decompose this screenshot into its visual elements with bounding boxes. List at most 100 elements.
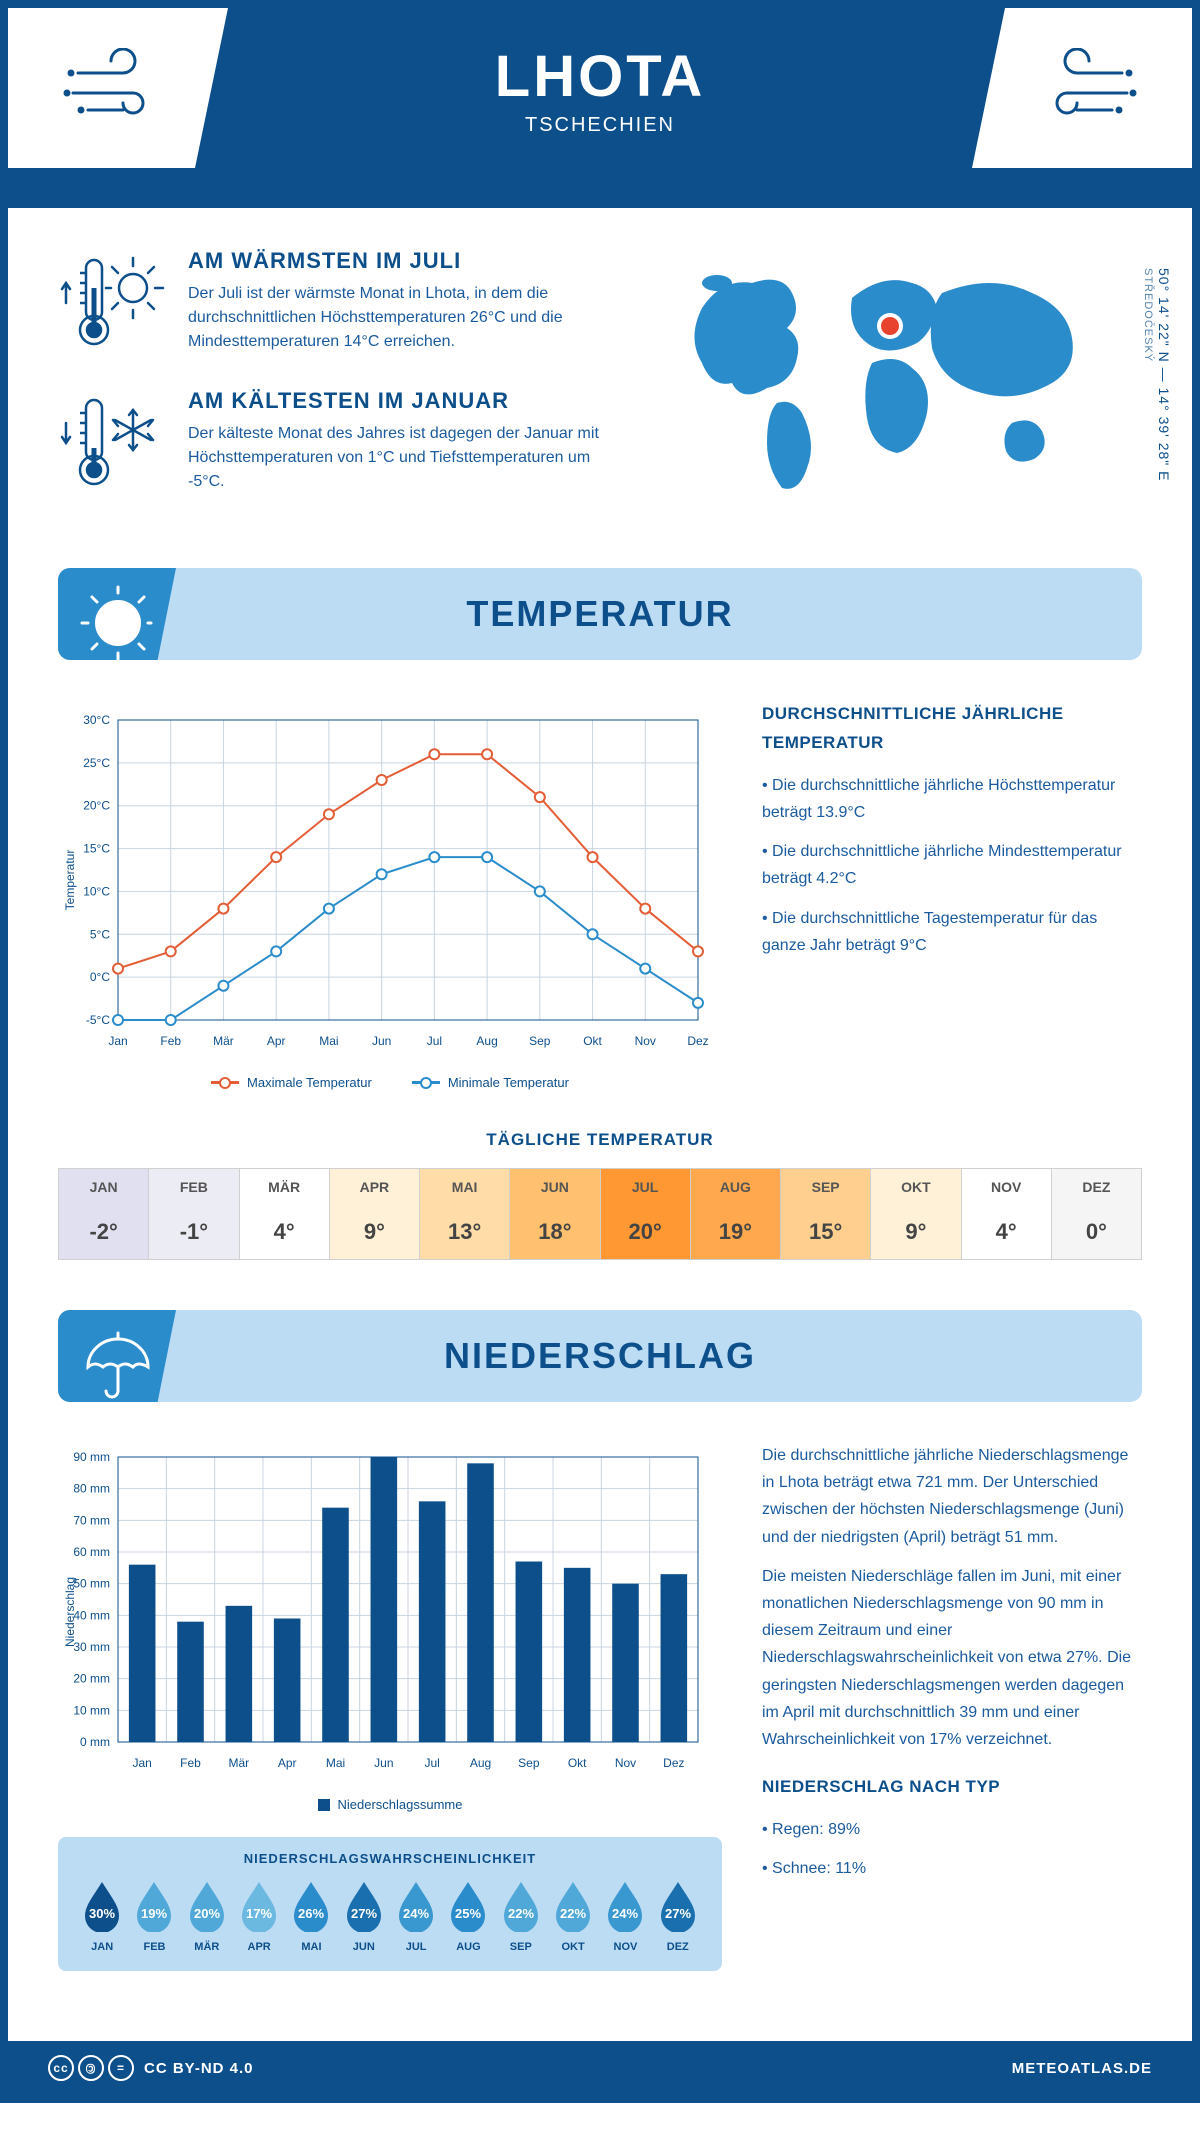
svg-text:Jun: Jun [372, 1034, 391, 1048]
precip-prob-drop: 17% APR [233, 1878, 285, 1953]
daily-temp-cell: JUL20° [601, 1169, 691, 1259]
daily-temp-cell: JUN18° [510, 1169, 600, 1259]
svg-text:24%: 24% [403, 1906, 429, 1921]
svg-text:26%: 26% [298, 1906, 324, 1921]
precipitation-summary: Die durchschnittliche jährliche Niedersc… [762, 1442, 1142, 1971]
svg-text:Sep: Sep [529, 1034, 551, 1048]
svg-text:24%: 24% [612, 1906, 638, 1921]
svg-text:Mai: Mai [319, 1034, 338, 1048]
precip-prob-drop: 19% FEB [128, 1878, 180, 1953]
svg-text:Sep: Sep [518, 1756, 540, 1770]
daily-temp-cell: APR9° [330, 1169, 420, 1259]
fact-coldest-text: Der kälteste Monat des Jahres ist dagege… [188, 422, 622, 494]
svg-text:Jan: Jan [132, 1756, 151, 1770]
sun-icon [73, 583, 153, 660]
temperature-heading: TEMPERATUR [83, 593, 1117, 635]
svg-text:Okt: Okt [583, 1034, 602, 1048]
fact-coldest: AM KÄLTESTEN IM JANUAR Der kälteste Mona… [58, 388, 622, 498]
precip-type-bullet: • Regen: 89% [762, 1816, 1142, 1843]
precip-prob-drop: 22% SEP [495, 1878, 547, 1953]
wind-icon [63, 48, 173, 128]
svg-text:10°C: 10°C [83, 884, 110, 898]
footer: cc🄯= CC BY-ND 4.0 METEOATLAS.DE [8, 2041, 1192, 2095]
site-name: METEOATLAS.DE [1012, 2060, 1152, 2077]
svg-text:60 mm: 60 mm [73, 1545, 110, 1559]
precip-para2: Die meisten Niederschläge fallen im Juni… [762, 1563, 1142, 1753]
svg-text:27%: 27% [351, 1906, 377, 1921]
precip-type-bullet: • Schnee: 11% [762, 1855, 1142, 1882]
svg-text:Niederschlag: Niederschlag [63, 1577, 77, 1647]
svg-text:Apr: Apr [278, 1756, 297, 1770]
svg-text:25%: 25% [455, 1906, 481, 1921]
infographic-frame: LHOTA TSCHECHIEN [0, 0, 1200, 2103]
svg-text:-5°C: -5°C [86, 1013, 110, 1027]
svg-text:Nov: Nov [615, 1756, 636, 1770]
svg-text:Feb: Feb [160, 1034, 181, 1048]
precip-prob-drop: 30% JAN [76, 1878, 128, 1953]
svg-text:Nov: Nov [635, 1034, 656, 1048]
precipitation-heading: NIEDERSCHLAG [83, 1335, 1117, 1377]
wind-icon [1027, 48, 1137, 128]
daily-temp-heading: TÄGLICHE TEMPERATUR [58, 1130, 1142, 1150]
svg-text:Aug: Aug [476, 1034, 497, 1048]
svg-text:Jul: Jul [427, 1034, 442, 1048]
svg-text:10 mm: 10 mm [73, 1703, 110, 1717]
svg-text:50 mm: 50 mm [73, 1577, 110, 1591]
svg-text:15°C: 15°C [83, 842, 110, 856]
precip-prob-drop: 26% MAI [285, 1878, 337, 1953]
temperature-chart: -5°C0°C5°C10°C15°C20°C25°C30°CJanFebMärA… [58, 700, 722, 1090]
svg-text:Okt: Okt [568, 1756, 587, 1770]
precip-prob-drop: 25% AUG [442, 1878, 494, 1953]
svg-text:Aug: Aug [470, 1756, 491, 1770]
license-text: CC BY-ND 4.0 [144, 2060, 254, 2077]
precip-prob-drop: 27% JUN [338, 1878, 390, 1953]
temp-summary-heading: DURCHSCHNITTLICHE JÄHRLICHE TEMPERATUR [762, 700, 1142, 758]
svg-text:Feb: Feb [180, 1756, 201, 1770]
facts-column: AM WÄRMSTEN IM JULI Der Juli ist der wär… [58, 248, 622, 528]
legend-precip-label: Niederschlagssumme [338, 1797, 463, 1812]
precipitation-banner: NIEDERSCHLAG [58, 1310, 1142, 1402]
umbrella-icon [73, 1325, 153, 1402]
precip-prob-drop: 22% OKT [547, 1878, 599, 1953]
precip-prob-drop: 24% NOV [599, 1878, 651, 1953]
precip-para1: Die durchschnittliche jährliche Niedersc… [762, 1442, 1142, 1551]
svg-text:20 mm: 20 mm [73, 1672, 110, 1686]
daily-temp-cell: NOV4° [962, 1169, 1052, 1259]
svg-text:Temperatur: Temperatur [63, 850, 77, 911]
svg-text:19%: 19% [141, 1906, 167, 1921]
svg-text:30°C: 30°C [83, 713, 110, 727]
precip-probability: NIEDERSCHLAGSWAHRSCHEINLICHKEIT 30% JAN … [58, 1837, 722, 1971]
svg-text:80 mm: 80 mm [73, 1482, 110, 1496]
precipitation-chart: 0 mm10 mm20 mm30 mm40 mm50 mm60 mm70 mm8… [58, 1442, 722, 1971]
header-corner-left [8, 8, 228, 168]
svg-text:Apr: Apr [267, 1034, 286, 1048]
svg-text:22%: 22% [508, 1906, 534, 1921]
svg-text:0°C: 0°C [90, 970, 110, 984]
svg-text:Jul: Jul [424, 1756, 439, 1770]
svg-text:Dez: Dez [687, 1034, 708, 1048]
temp-bullet: • Die durchschnittliche jährliche Höchst… [762, 772, 1142, 826]
fact-warmest: AM WÄRMSTEN IM JULI Der Juli ist der wär… [58, 248, 622, 358]
precip-prob-drop: 20% MÄR [181, 1878, 233, 1953]
legend-min-label: Minimale Temperatur [448, 1075, 569, 1090]
fact-warmest-title: AM WÄRMSTEN IM JULI [188, 248, 622, 274]
thermometer-sun-icon [58, 248, 168, 358]
precip-prob-drop: 27% DEZ [652, 1878, 704, 1953]
legend-max-label: Maximale Temperatur [247, 1075, 372, 1090]
daily-temp-cell: JAN-2° [59, 1169, 149, 1259]
precip-prob-heading: NIEDERSCHLAGSWAHRSCHEINLICHKEIT [76, 1851, 704, 1866]
coordinates: 50° 14' 22" N — 14° 39' 28" E STŘEDOČESK… [1140, 268, 1172, 481]
temperature-banner: TEMPERATUR [58, 568, 1142, 660]
daily-temp-cell: DEZ0° [1052, 1169, 1141, 1259]
svg-text:40 mm: 40 mm [73, 1608, 110, 1622]
cc-icons: cc🄯= [48, 2055, 134, 2081]
svg-text:17%: 17% [246, 1906, 272, 1921]
thermometer-snow-icon [58, 388, 168, 498]
daily-temperature: TÄGLICHE TEMPERATUR JAN-2°FEB-1°MÄR4°APR… [58, 1130, 1142, 1260]
temperature-summary: DURCHSCHNITTLICHE JÄHRLICHE TEMPERATUR •… [762, 700, 1142, 1090]
svg-text:Dez: Dez [663, 1756, 684, 1770]
svg-text:Jan: Jan [108, 1034, 127, 1048]
daily-temp-cell: OKT9° [871, 1169, 961, 1259]
svg-text:20%: 20% [194, 1906, 220, 1921]
svg-text:70 mm: 70 mm [73, 1513, 110, 1527]
